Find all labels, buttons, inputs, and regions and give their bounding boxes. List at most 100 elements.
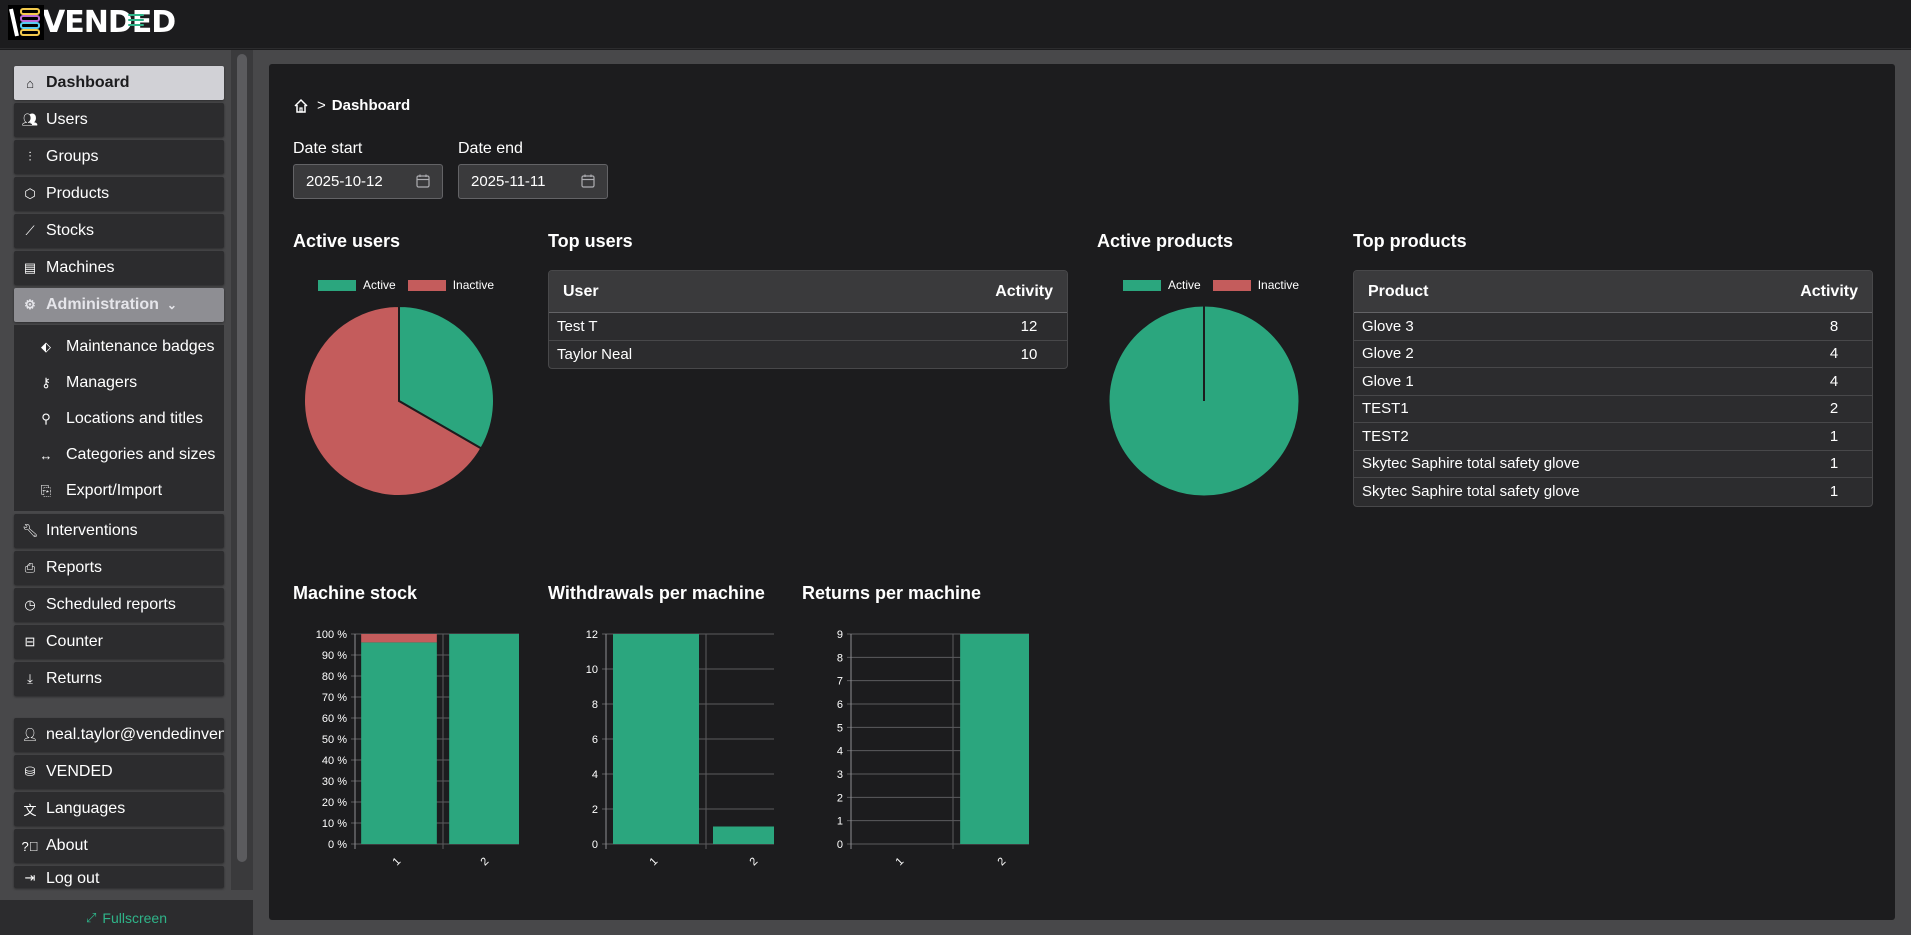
date-end-value: 2025-11-11 bbox=[471, 173, 546, 190]
sidebar-item-machines[interactable]: ▤ Machines bbox=[14, 251, 224, 285]
cell-activity: 12 bbox=[1020, 317, 1038, 335]
active-users-pie-chart bbox=[303, 304, 495, 497]
sidebar-item-label: Scheduled reports bbox=[46, 596, 176, 613]
table-row[interactable]: Glove 2 4 bbox=[1354, 341, 1872, 368]
calendar-icon[interactable] bbox=[581, 174, 595, 188]
column-header-product[interactable]: Product bbox=[1368, 282, 1429, 300]
cell-product: TEST1 bbox=[1362, 400, 1409, 418]
sidebar-scrollbar-thumb[interactable] bbox=[237, 54, 247, 862]
chart-line-icon: ⟋ bbox=[25, 223, 35, 238]
sidebar-item-interventions[interactable]: 🔧︎ Interventions bbox=[14, 514, 224, 548]
home-icon: ⌂ bbox=[26, 75, 34, 91]
sidebar-item-counter[interactable]: ⊟ Counter bbox=[14, 625, 224, 659]
sidebar-item-categories-sizes[interactable]: ↔ Categories and sizes bbox=[14, 437, 224, 473]
date-start-value: 2025-10-12 bbox=[306, 173, 383, 190]
table-row[interactable]: Skytec Saphire total safety glove 1 bbox=[1354, 478, 1872, 506]
sidebar-item-users[interactable]: 👥︎ Users bbox=[14, 103, 224, 137]
cell-activity: 2 bbox=[1829, 400, 1839, 418]
legend-swatch-inactive[interactable] bbox=[407, 279, 446, 291]
sidebar-item-label: Categories and sizes bbox=[66, 446, 216, 463]
logo-text: VENDED bbox=[42, 5, 176, 40]
active-products-pie-chart bbox=[1108, 305, 1300, 497]
bar bbox=[361, 634, 437, 643]
sidebar-scrollbar[interactable] bbox=[231, 50, 253, 890]
sidebar-item-dashboard[interactable]: ⌂ Dashboard bbox=[14, 66, 224, 100]
x-tick-label: 1 bbox=[390, 855, 403, 868]
y-tick-label: 40 % bbox=[322, 755, 347, 767]
date-end-field: Date end 2025-11-11 bbox=[458, 140, 608, 199]
table-header: Product Activity bbox=[1354, 271, 1872, 313]
sidebar-item-reports[interactable]: ⎙ Reports bbox=[14, 551, 224, 585]
table-row[interactable]: Test T 12 bbox=[549, 313, 1067, 341]
user-icon: 👤︎ bbox=[21, 727, 39, 742]
x-tick-label: 2 bbox=[747, 855, 760, 868]
sidebar-item-maintenance-badges[interactable]: ⬖ Maintenance badges bbox=[14, 329, 224, 365]
bar bbox=[449, 634, 519, 844]
sidebar-item-products[interactable]: ⬡ Products bbox=[14, 177, 224, 211]
table-row[interactable]: TEST2 1 bbox=[1354, 423, 1872, 451]
tag-icon: ⬖ bbox=[41, 339, 51, 354]
key-icon: ⚷ bbox=[41, 375, 51, 390]
sidebar-item-label: Groups bbox=[46, 148, 99, 165]
sidebar-item-label: Returns bbox=[46, 670, 103, 687]
inbox-icon: ⊟ bbox=[24, 634, 36, 649]
app-logo[interactable]: VENDED bbox=[8, 5, 176, 40]
sidebar-item-languages[interactable]: 文 Languages bbox=[14, 792, 224, 826]
fullscreen-button[interactable]: ⤢ Fullscreen bbox=[0, 900, 253, 935]
sidebar-item-administration[interactable]: ⚙ Administration ⌄ bbox=[14, 288, 224, 322]
account-nav: 👤︎ neal.taylor@vendedinven ⛁ VENDED 文 La… bbox=[14, 718, 224, 891]
legend-label-active: Active bbox=[363, 278, 396, 292]
wrench-icon: 🔧︎ bbox=[21, 523, 39, 538]
dashboard-panel: > Dashboard Date start 2025-10-12 Date e… bbox=[269, 64, 1895, 920]
column-header-user[interactable]: User bbox=[563, 282, 599, 300]
cell-user: Taylor Neal bbox=[557, 345, 633, 363]
sidebar-item-label: Dashboard bbox=[46, 74, 130, 91]
map-pin-icon: ⚲ bbox=[41, 411, 51, 426]
cell-activity: 1 bbox=[1829, 483, 1839, 501]
table-row[interactable]: TEST1 2 bbox=[1354, 396, 1872, 423]
cell-user: Test T bbox=[557, 317, 598, 335]
legend-swatch-inactive[interactable] bbox=[1212, 279, 1251, 291]
returns-bar-chart: 0 1 2 3 4 5 6 7 8 9 1 2 bbox=[837, 629, 1029, 868]
legend-swatch-active[interactable] bbox=[318, 279, 356, 291]
column-header-activity[interactable]: Activity bbox=[1800, 282, 1858, 300]
column-header-activity[interactable]: Activity bbox=[995, 282, 1053, 300]
table-row[interactable]: Taylor Neal 10 bbox=[549, 341, 1067, 369]
sidebar-item-managers[interactable]: ⚷ Managers bbox=[14, 365, 224, 401]
sidebar-item-label: VENDED bbox=[46, 763, 113, 780]
sidebar-item-scheduled-reports[interactable]: ◷ Scheduled reports bbox=[14, 588, 224, 622]
y-tick-label: 30 % bbox=[322, 776, 347, 788]
sidebar-item-groups[interactable]: ⫶ Groups bbox=[14, 140, 224, 174]
date-end-input[interactable]: 2025-11-11 bbox=[458, 164, 608, 199]
sidebar-item-export-import[interactable]: ⎘ Export/Import bbox=[14, 473, 224, 509]
home-icon[interactable] bbox=[293, 98, 309, 114]
calendar-icon[interactable] bbox=[416, 174, 430, 188]
pie-slice-inactive bbox=[303, 304, 483, 497]
sidebar-item-about[interactable]: ?⃝ About bbox=[14, 829, 224, 863]
gear-icon: ⚙ bbox=[24, 297, 36, 312]
table-row[interactable]: Skytec Saphire total safety glove 1 bbox=[1354, 451, 1872, 478]
sidebar-item-database[interactable]: ⛁ VENDED bbox=[14, 755, 224, 789]
machine-stock-bar-chart: 0 % 10 % 20 % 30 % 40 % 50 % 60 % 70 % 80 % 90 % 1… bbox=[316, 629, 519, 868]
table-row[interactable]: Glove 3 8 bbox=[1354, 313, 1872, 341]
cell-activity: 10 bbox=[1020, 345, 1038, 363]
sidebar-item-locations-titles[interactable]: ⚲ Locations and titles bbox=[14, 401, 224, 437]
date-start-label: Date start bbox=[293, 140, 363, 157]
legend-swatch-active[interactable] bbox=[1123, 279, 1161, 291]
sidebar-item-user-account[interactable]: 👤︎ neal.taylor@vendedinven bbox=[14, 718, 224, 752]
fullscreen-label: Fullscreen bbox=[102, 909, 167, 926]
active-users-title: Active users bbox=[293, 231, 401, 251]
legend-label-inactive: Inactive bbox=[452, 278, 495, 292]
sidebar-item-label: Users bbox=[46, 111, 88, 128]
y-tick-label: 60 % bbox=[322, 713, 347, 725]
users-icon: 👥︎ bbox=[21, 112, 39, 127]
sidebar-item-logout[interactable]: ⇥ Log out bbox=[14, 866, 224, 888]
active-products-title: Active products bbox=[1097, 231, 1234, 251]
table-row[interactable]: Glove 1 4 bbox=[1354, 368, 1872, 396]
date-start-input[interactable]: 2025-10-12 bbox=[293, 164, 443, 199]
cell-product: Skytec Saphire total safety glove bbox=[1362, 455, 1580, 473]
translate-icon: 文 bbox=[23, 802, 37, 818]
menu-toggle-icon[interactable] bbox=[128, 14, 144, 30]
sidebar-item-returns[interactable]: ⤓ Returns bbox=[14, 662, 224, 696]
sidebar-item-stocks[interactable]: ⟋ Stocks bbox=[14, 214, 224, 248]
